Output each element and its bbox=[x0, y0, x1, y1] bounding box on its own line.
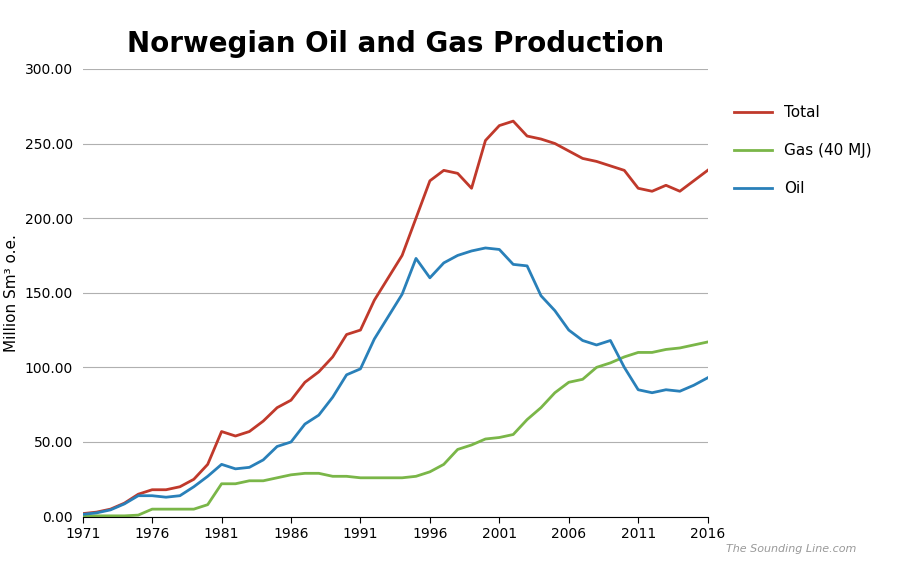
Text: The Sounding Line.com: The Sounding Line.com bbox=[726, 544, 857, 554]
Legend: Total, Gas (40 MJ), Oil: Total, Gas (40 MJ), Oil bbox=[728, 99, 878, 202]
Y-axis label: Million Sm³ o.e.: Million Sm³ o.e. bbox=[5, 234, 19, 352]
Title: Norwegian Oil and Gas Production: Norwegian Oil and Gas Production bbox=[127, 30, 664, 58]
